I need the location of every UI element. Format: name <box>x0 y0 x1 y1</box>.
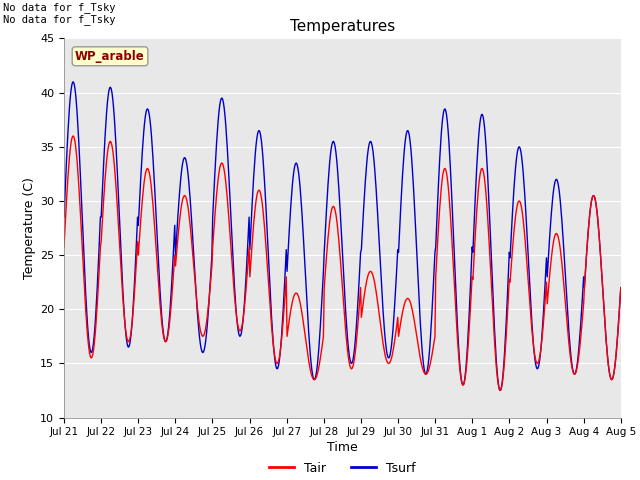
Text: WP_arable: WP_arable <box>75 50 145 63</box>
Tsurf <box>496 387 504 393</box>
Tair <box>496 387 504 393</box>
Tsurf <box>70 79 77 84</box>
Legend: Tair, Tsurf: Tair, Tsurf <box>264 456 420 480</box>
Tair <box>60 244 68 250</box>
Tsurf <box>428 325 435 331</box>
Line: Tair: Tair <box>64 136 621 390</box>
Tair <box>411 321 419 327</box>
Line: Tsurf: Tsurf <box>64 82 621 390</box>
Tair <box>214 177 222 182</box>
Tsurf <box>617 285 625 290</box>
Tair <box>185 209 193 215</box>
Tsurf <box>214 119 222 124</box>
Tsurf <box>71 85 79 91</box>
Tair <box>617 285 625 290</box>
Y-axis label: Temperature (C): Temperature (C) <box>23 177 36 279</box>
Tair <box>128 319 136 325</box>
Tsurf <box>128 319 136 324</box>
Tair <box>70 133 77 139</box>
Text: No data for f_Tsky: No data for f_Tsky <box>3 2 116 13</box>
Tsurf <box>185 178 193 183</box>
Tsurf <box>411 209 419 215</box>
Title: Temperatures: Temperatures <box>290 20 395 35</box>
X-axis label: Time: Time <box>327 442 358 455</box>
Tair <box>71 138 79 144</box>
Tsurf <box>60 214 68 220</box>
Text: No data for f_Tsky: No data for f_Tsky <box>3 14 116 25</box>
Tair <box>428 357 435 363</box>
